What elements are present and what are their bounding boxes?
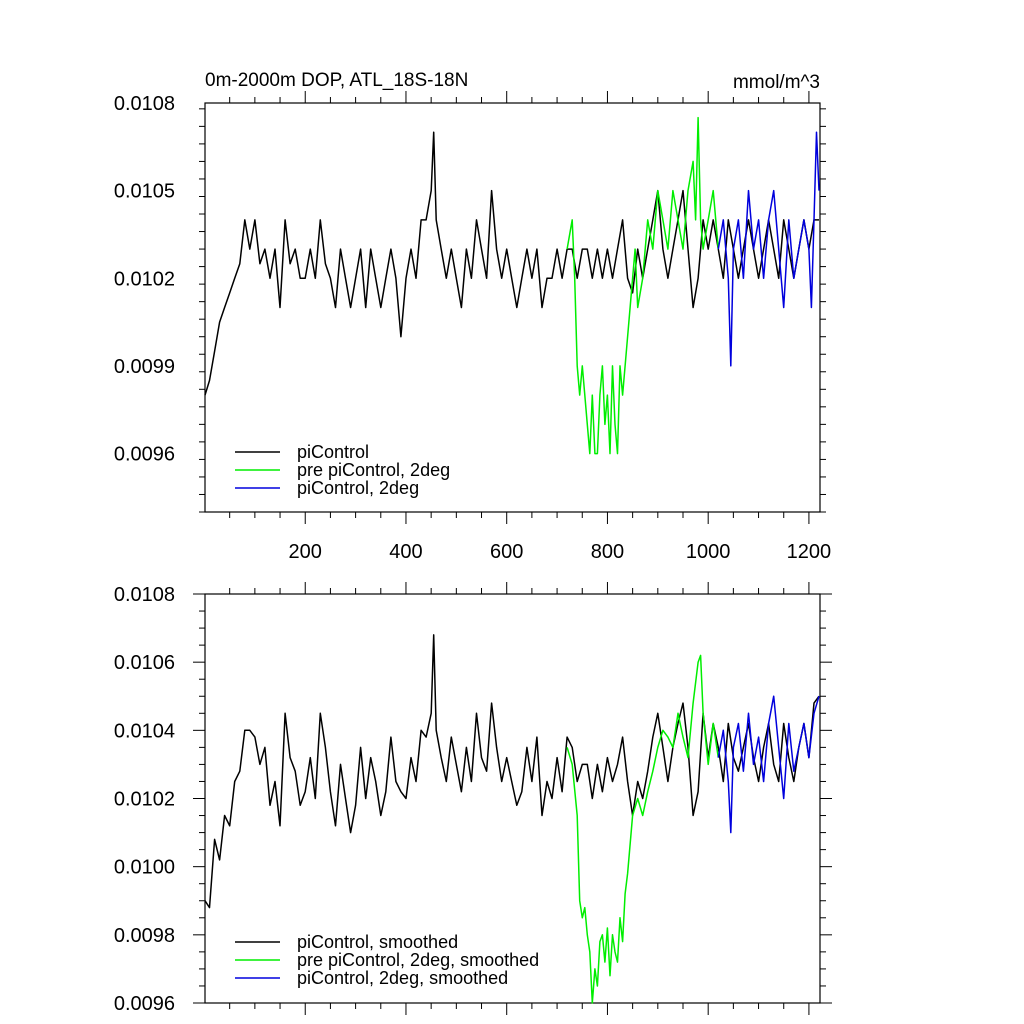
y-tick-label: 0.0108 bbox=[114, 93, 175, 115]
legend-label: piControl, 2deg bbox=[297, 478, 419, 498]
y-tick-label: 0.0098 bbox=[114, 925, 175, 947]
top-y-axis: 0.0096 0.0099 0.0102 0.0105 0.0108 bbox=[114, 93, 826, 513]
x-tick-label: 200 bbox=[289, 541, 322, 563]
legend-label: piControl bbox=[297, 442, 369, 462]
top-panel-title: 0m-2000m DOP, ATL_18S-18N bbox=[205, 70, 468, 91]
y-tick-label: 0.0108 bbox=[114, 584, 175, 606]
top-panel-units: mmol/m^3 bbox=[733, 72, 820, 93]
x-tick-label: 600 bbox=[490, 541, 523, 563]
x-tick-label: 1000 bbox=[686, 541, 731, 563]
x-tick-label: 800 bbox=[591, 541, 624, 563]
legend-label: piControl, 2deg, smoothed bbox=[297, 968, 508, 988]
y-tick-label: 0.0105 bbox=[114, 181, 175, 203]
series-line-1 bbox=[204, 131, 819, 396]
bottom-panel: 0.0096 0.0098 0.0100 0.0102 0.0104 0.0106 0.01… bbox=[114, 582, 832, 1015]
legend-label: piControl, smoothed bbox=[297, 932, 458, 952]
y-tick-label: 0.0104 bbox=[114, 720, 175, 742]
series-line-2 bbox=[566, 654, 720, 1004]
legend-label: pre piControl, 2deg, smoothed bbox=[297, 950, 539, 970]
y-tick-label: 0.0106 bbox=[114, 652, 175, 674]
y-tick-label: 0.0096 bbox=[114, 993, 175, 1015]
series-line-3 bbox=[717, 695, 820, 834]
top-x-axis: 200 400 600 800 1000 1200 bbox=[229, 91, 832, 563]
series-line-2 bbox=[566, 116, 720, 455]
legend-label: pre piControl, 2deg bbox=[297, 460, 450, 480]
y-tick-label: 0.0102 bbox=[114, 268, 175, 290]
bottom-y-axis: 0.0096 0.0098 0.0100 0.0102 0.0104 0.0106 0.01… bbox=[114, 584, 832, 1015]
x-tick-label: 400 bbox=[389, 541, 422, 563]
series-line-1 bbox=[204, 634, 820, 909]
y-tick-label: 0.0096 bbox=[114, 444, 175, 466]
y-tick-label: 0.0102 bbox=[114, 789, 175, 811]
y-tick-label: 0.0099 bbox=[114, 356, 175, 378]
bottom-series bbox=[204, 634, 820, 1004]
x-tick-label: 1200 bbox=[787, 541, 832, 563]
y-tick-label: 0.0100 bbox=[114, 857, 175, 879]
bottom-x-axis bbox=[229, 582, 810, 1015]
series-line-3 bbox=[717, 131, 820, 367]
top-panel: 0m-2000m DOP, ATL_18S-18N mmol/m^3 0.009… bbox=[114, 70, 831, 563]
top-series bbox=[204, 116, 820, 455]
top-plot-frame bbox=[204, 102, 821, 513]
